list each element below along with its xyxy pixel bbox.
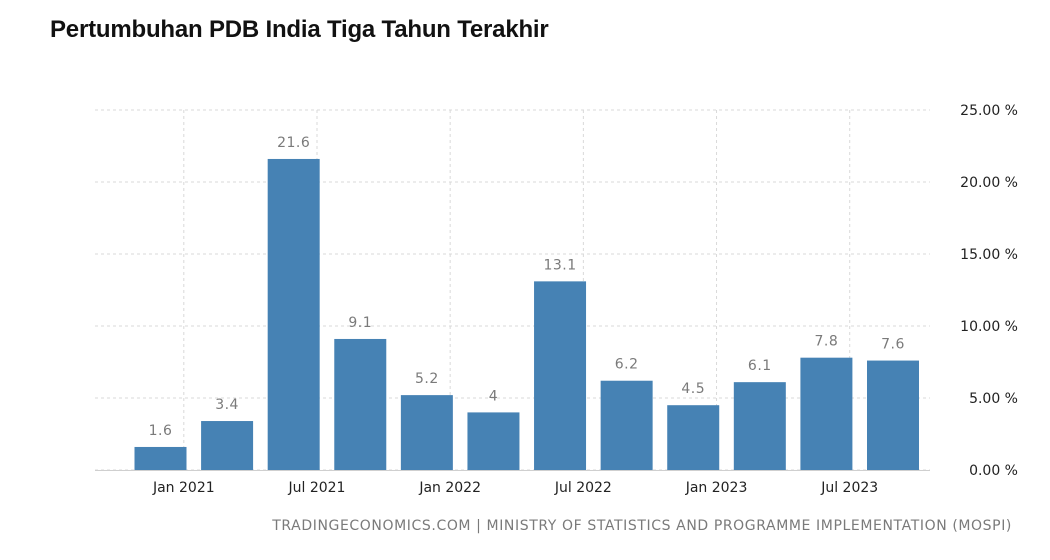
bar — [733, 382, 786, 470]
bar-value-label: 21.6 — [277, 135, 310, 151]
bar — [867, 360, 919, 470]
bar — [534, 281, 587, 470]
bar — [201, 421, 254, 470]
bar-value-label: 9.1 — [348, 315, 372, 331]
y-axis: 0.00 % 5.00 % 10.00 % 15.00 % 20.00 % 25.00 % — [960, 103, 1018, 479]
x-tick-label: Jul 2022 — [554, 480, 612, 496]
bar-value-label: 13.1 — [543, 257, 576, 273]
bar — [600, 380, 653, 470]
y-tick-label: 25.00 % — [960, 103, 1018, 119]
bar-value-label: 6.2 — [615, 357, 639, 373]
y-tick-label: 10.00 % — [960, 319, 1018, 335]
bar — [267, 158, 320, 470]
x-tick-label: Jan 2021 — [152, 480, 215, 496]
y-tick-label: 5.00 % — [969, 391, 1018, 407]
y-tick-label: 15.00 % — [960, 247, 1018, 263]
bar — [667, 405, 720, 470]
data-labels-layer: 1.6 3.4 21.6 9.1 5.2 4 13.1 6.2 4.5 6.1 7.8 7.6 — [149, 135, 905, 439]
bar-value-label: 3.4 — [215, 397, 239, 413]
bar — [334, 338, 387, 470]
bar — [400, 395, 453, 470]
bar — [800, 357, 853, 470]
bar-value-label: 7.6 — [881, 337, 905, 353]
bar — [467, 412, 520, 470]
bar-value-label: 1.6 — [149, 423, 173, 439]
chart-title: Pertumbuhan PDB India Tiga Tahun Terakhi… — [50, 16, 549, 43]
x-tick-label: Jan 2023 — [685, 480, 748, 496]
source-credit: TRADINGECONOMICS.COM | MINISTRY OF STATI… — [272, 518, 1012, 534]
bar-value-label: 7.8 — [815, 334, 839, 350]
y-tick-label: 0.00 % — [969, 463, 1018, 479]
y-tick-label: 20.00 % — [960, 175, 1018, 191]
bar-value-label: 4.5 — [681, 381, 705, 397]
bar-value-label: 4 — [489, 388, 498, 404]
x-tick-label: Jan 2022 — [418, 480, 481, 496]
bar-value-label: 5.2 — [415, 371, 439, 387]
x-tick-label: Jul 2021 — [287, 480, 345, 496]
x-tick-label: Jul 2023 — [820, 480, 878, 496]
bar-value-label: 6.1 — [748, 358, 772, 374]
bars-layer — [134, 158, 919, 470]
bar — [134, 446, 187, 470]
x-axis: Jan 2021 Jul 2021 Jan 2022 Jul 2022 Jan 2023… — [152, 480, 878, 496]
